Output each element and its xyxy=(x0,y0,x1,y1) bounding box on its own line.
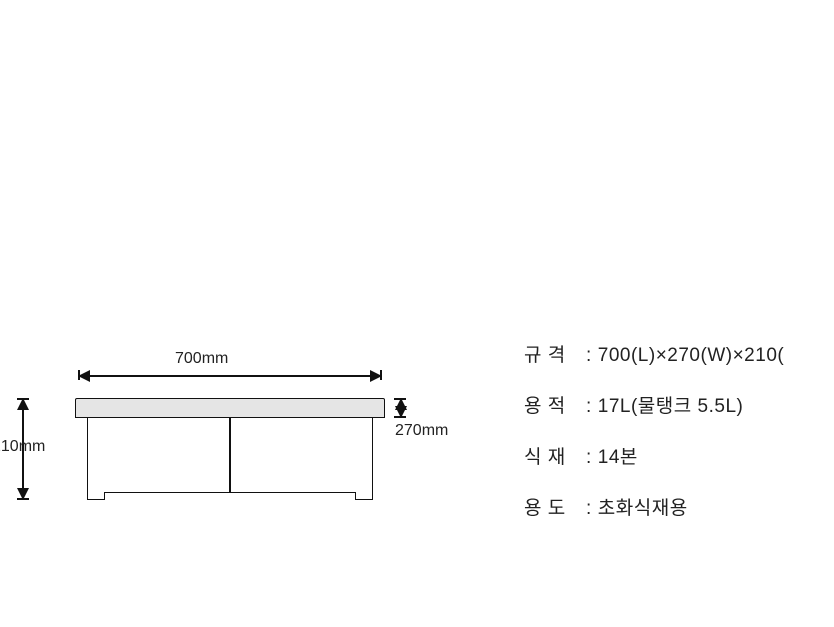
dim-depth-arrow xyxy=(400,398,402,418)
spec-value: 14본 xyxy=(598,442,638,469)
product-diagram: 700mm 270mm 210mm xyxy=(0,340,460,570)
colon-icon: : xyxy=(586,396,592,418)
dim-width-label: 700mm xyxy=(175,350,228,368)
dim-width-arrow xyxy=(78,375,382,377)
content-container: 700mm 270mm 210mm 규 격 : 700(L)×270(W)×21… xyxy=(0,340,834,570)
spec-row-planting: 식 재 : 14본 xyxy=(524,442,834,469)
colon-icon: : xyxy=(586,345,592,367)
spec-row-dimensions: 규 격 : 700(L)×270(W)×210( xyxy=(524,340,834,367)
spec-row-volume: 용 적 : 17L(물탱크 5.5L) xyxy=(524,391,834,418)
dim-depth-label: 270mm xyxy=(395,422,448,440)
spec-row-usage: 용 도 : 초화식재용 xyxy=(524,493,834,520)
dim-height-label: 210mm xyxy=(0,438,45,456)
colon-icon: : xyxy=(586,447,592,469)
colon-icon: : xyxy=(586,498,592,520)
box-center-divider xyxy=(229,418,231,493)
box-foot-left xyxy=(87,492,105,500)
spec-value: 17L(물탱크 5.5L) xyxy=(598,391,744,418)
spec-label: 규 격 xyxy=(524,340,584,367)
spec-value: 초화식재용 xyxy=(598,493,688,520)
spec-value: 700(L)×270(W)×210( xyxy=(598,345,784,367)
spec-label: 식 재 xyxy=(524,442,584,469)
spec-label: 용 도 xyxy=(524,493,584,520)
box-lid xyxy=(75,398,385,418)
spec-list: 규 격 : 700(L)×270(W)×210( 용 적 : 17L(물탱크 5… xyxy=(524,340,834,544)
spec-label: 용 적 xyxy=(524,391,584,418)
box-foot-right xyxy=(355,492,373,500)
